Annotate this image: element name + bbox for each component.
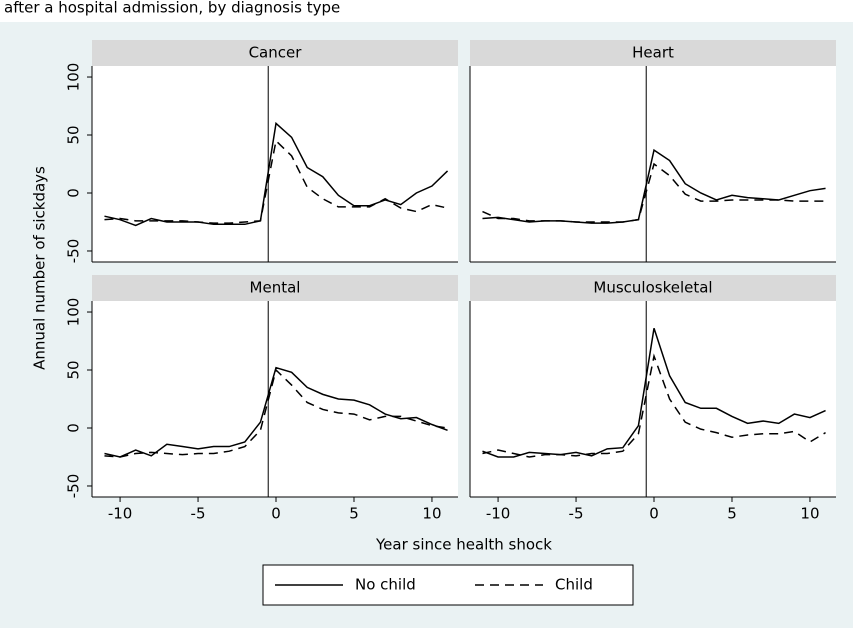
legend-label: Child [555, 576, 593, 594]
data-line [104, 121, 449, 227]
x-tick-label: -10 [108, 505, 133, 523]
x-tick-label: 0 [271, 505, 281, 523]
panel-header [92, 275, 458, 301]
plot-area [92, 301, 458, 497]
plot-area [470, 66, 836, 262]
panel-title: Musculoskeletal [593, 279, 712, 297]
data-line [482, 328, 826, 458]
data-line [104, 368, 448, 458]
y-tick-label: 50 [65, 125, 83, 144]
y-tick-label: 0 [65, 188, 83, 198]
chart-title: after a hospital admission, by diagnosis… [4, 0, 340, 17]
y-tick-label: 100 [65, 63, 83, 92]
x-axis-label: Year since health shock [375, 536, 552, 554]
plot-area [92, 66, 458, 262]
data-line [482, 148, 826, 224]
y-axis-label: Annual number of sickdays [31, 166, 49, 370]
x-tick-label: 10 [800, 505, 819, 523]
x-tick-label: -10 [486, 505, 511, 523]
panel-title: Heart [632, 44, 674, 62]
y-tick-label: 0 [65, 423, 83, 433]
data-line [482, 162, 826, 223]
y-tick-label: 50 [65, 360, 83, 379]
legend-label: No child [355, 576, 416, 594]
y-tick-label: -50 [65, 239, 83, 263]
panel-header [92, 40, 458, 66]
panel-header [470, 40, 836, 66]
panel-header [470, 275, 836, 301]
x-tick-label: 5 [349, 505, 359, 523]
panel-title: Mental [250, 279, 301, 297]
panel-title: Cancer [249, 44, 303, 62]
x-tick-label: -5 [191, 505, 206, 523]
x-tick-label: 5 [727, 505, 737, 523]
x-tick-label: 10 [422, 505, 441, 523]
x-tick-label: 0 [649, 505, 659, 523]
data-line [482, 353, 826, 458]
data-line [104, 366, 448, 458]
y-tick-label: 100 [65, 298, 83, 327]
x-tick-label: -5 [569, 505, 584, 523]
y-tick-label: -50 [65, 474, 83, 499]
